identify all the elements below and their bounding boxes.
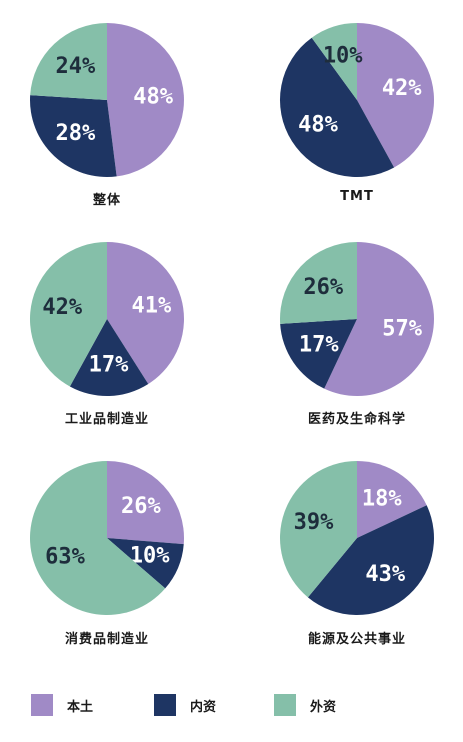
pie-label-industrial-manufacturing-foreign: 42% <box>42 295 82 320</box>
pie-label-tmt-domestic: 48% <box>298 112 338 137</box>
pie-tmt: 42% 48% 10% <box>279 22 435 178</box>
pie-pharma-life-sciences: 57% 17% 26% <box>279 242 434 396</box>
pie-label-energy-utilities-local: 18% <box>362 487 402 512</box>
pie-industrial-manufacturing: 41% 17% 42% <box>29 242 184 397</box>
pie-slice-tmt-local <box>357 22 435 168</box>
pie-label-pharma-life-sciences-domestic: 17% <box>299 333 339 358</box>
pie-slice-consumer-manufacturing-domestic <box>107 538 184 589</box>
legend-label-domestic: 内资 <box>190 699 217 715</box>
pie-energy-utilities: 18% 43% 39% <box>280 461 435 615</box>
pie-slice-industrial-manufacturing-local <box>107 242 184 385</box>
pie-overall: 48% 28% 24% <box>29 23 184 177</box>
pie-label-overall-local: 48% <box>133 85 173 110</box>
pie-slice-overall-domestic <box>29 95 117 177</box>
legend-item-foreign: 外资 <box>274 692 336 718</box>
pie-slice-pharma-life-sciences-foreign <box>279 242 357 324</box>
legend-label-local: 本土 <box>67 699 94 715</box>
pie-consumer-manufacturing: 26%10%63% <box>29 461 185 615</box>
legend-item-local: 本土 <box>31 692 93 718</box>
pie-slice-pharma-life-sciences-local <box>324 242 434 396</box>
pie-label-overall-domestic: 28% <box>56 121 96 146</box>
pie-label-overall-foreign: 24% <box>56 54 96 79</box>
pie-title-consumer-manufacturing: 消费品制造业 <box>64 632 149 647</box>
pie-title-energy-utilities: 能源及公共事业 <box>307 632 406 647</box>
pie-slice-industrial-manufacturing-foreign <box>29 242 108 387</box>
pie-slice-tmt-domestic <box>279 37 395 178</box>
pie-chart-canvas: 48%28%24%42%48%10%41%17%42%57%17%26%26%1… <box>29 22 435 615</box>
pie-label-consumer-manufacturing-foreign: 63% <box>45 545 85 570</box>
legend-label-foreign: 外资 <box>310 699 337 715</box>
pie-label-tmt-foreign: 10% <box>323 44 363 69</box>
pie-slice-overall-local <box>107 23 184 177</box>
pie-slice-industrial-manufacturing-domestic <box>69 319 149 397</box>
legend-item-domestic: 内资 <box>154 692 216 718</box>
pie-title-industrial-manufacturing: 工业品制造业 <box>64 412 149 427</box>
legend-swatch-local <box>31 694 53 716</box>
pie-label-industrial-manufacturing-domestic: 17% <box>89 353 129 378</box>
pie-label-pharma-life-sciences-local: 57% <box>382 317 422 342</box>
pie-label-energy-utilities-domestic: 43% <box>365 562 405 587</box>
pie-title-overall: 整体 <box>92 193 121 208</box>
pie-label-consumer-manufacturing-local: 26% <box>121 494 161 519</box>
pie-label-tmt-local: 42% <box>382 76 422 101</box>
legend-swatch-foreign <box>274 694 296 716</box>
pie-slice-tmt-foreign <box>311 23 357 100</box>
pie-slice-energy-utilities-foreign <box>280 461 357 598</box>
pie-title-tmt: TMT <box>340 189 374 204</box>
pie-slice-consumer-manufacturing-foreign <box>29 461 166 615</box>
legend-swatch-domestic <box>154 694 176 716</box>
pie-slice-energy-utilities-local <box>357 461 427 538</box>
pie-slice-pharma-life-sciences-domestic <box>280 319 357 389</box>
pie-slice-energy-utilities-domestic <box>307 505 435 615</box>
pie-title-pharma-life-sciences: 医药及生命科学 <box>307 412 406 427</box>
pie-label-industrial-manufacturing-local: 41% <box>132 294 172 319</box>
pie-label-pharma-life-sciences-foreign: 26% <box>303 275 343 300</box>
pie-slice-consumer-manufacturing-local <box>107 461 185 545</box>
pie-label-energy-utilities-foreign: 39% <box>294 510 334 535</box>
legend: 本土 内资 外资 <box>0 692 463 722</box>
pie-slice-overall-foreign <box>30 23 107 100</box>
